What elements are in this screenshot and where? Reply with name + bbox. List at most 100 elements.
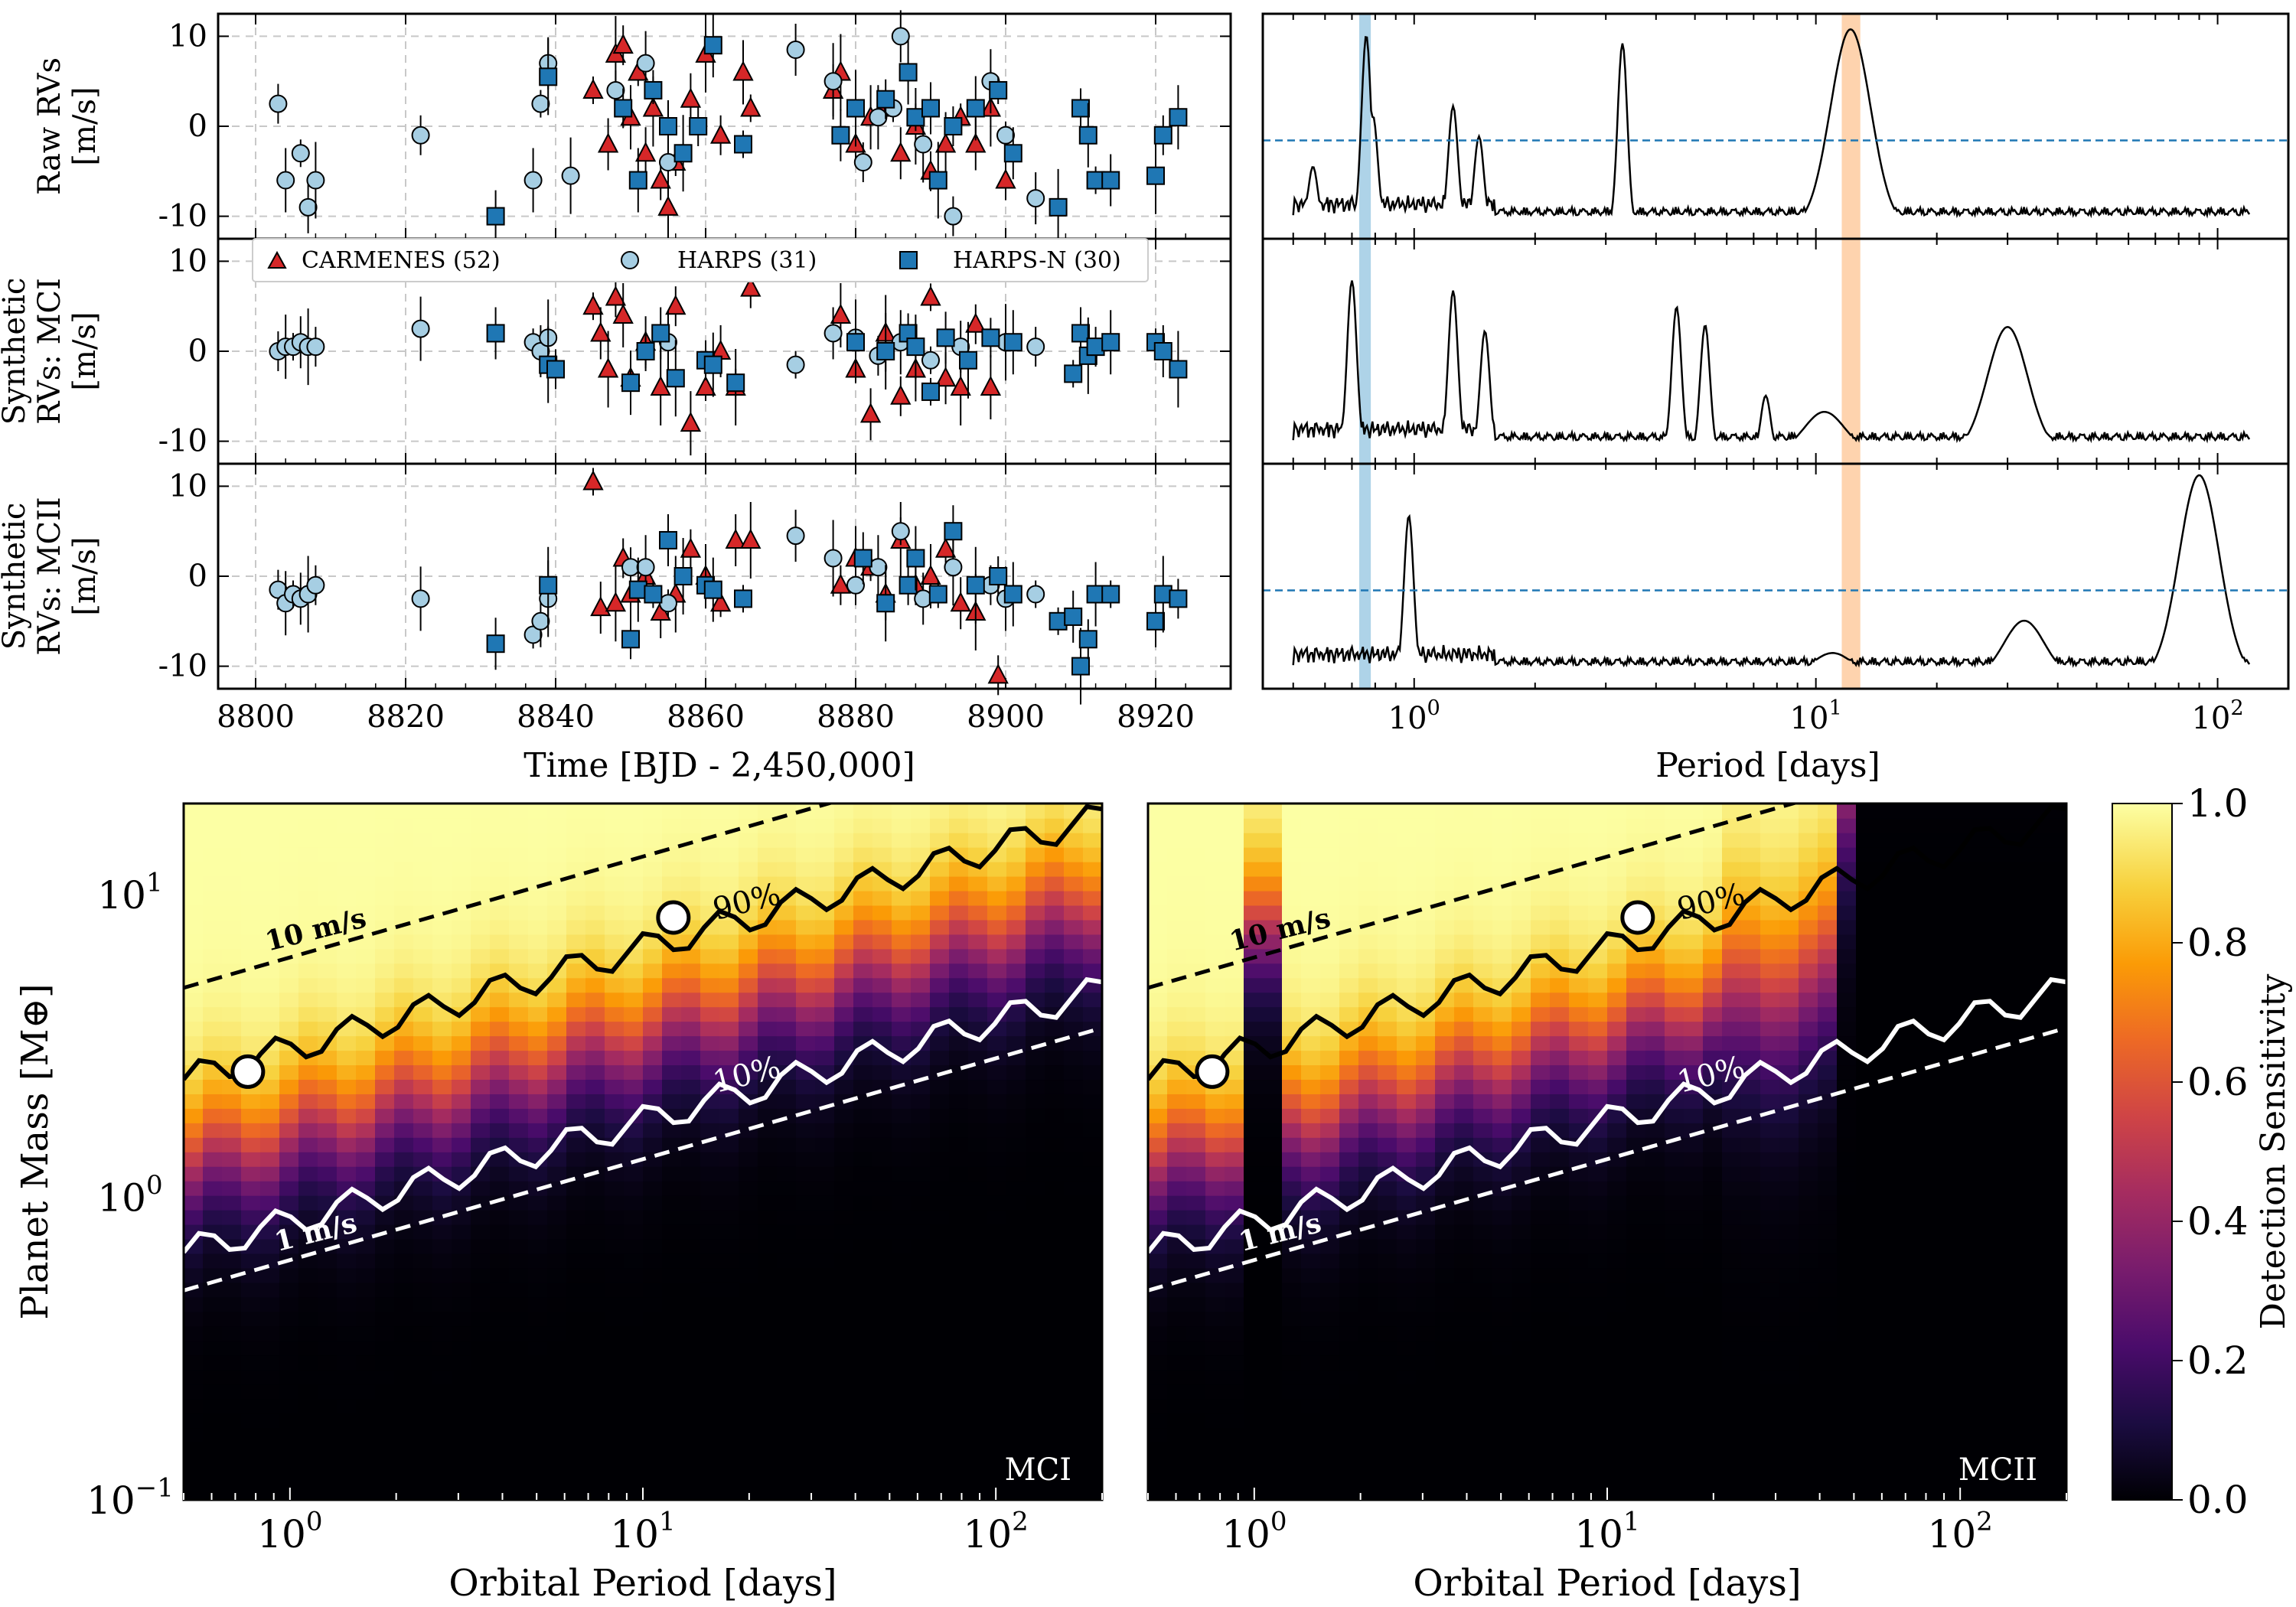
heatmap-cell	[1454, 1311, 1474, 1327]
heatmap-cell	[585, 1152, 605, 1167]
heatmap-cell	[1760, 992, 1780, 1008]
heatmap-cell	[1282, 846, 1302, 862]
heatmap-cell	[1064, 890, 1084, 906]
heatmap-cell	[394, 875, 414, 892]
heatmap-cell	[1045, 1165, 1065, 1182]
heatmap-cell	[260, 948, 280, 964]
heatmap-cell	[853, 890, 873, 906]
heatmap-cell	[1205, 1137, 1225, 1152]
heatmap-cell	[1607, 1253, 1627, 1269]
heatmap-cell	[1378, 1137, 1397, 1152]
heatmap-cell	[1244, 1021, 1264, 1037]
heatmap-cell	[1665, 1282, 1684, 1298]
heatmap-cell	[241, 846, 261, 862]
heatmap-cell	[1569, 1079, 1589, 1094]
heatmap-cell	[1626, 1354, 1646, 1371]
heatmap-cell	[1703, 905, 1723, 921]
heatmap-cell	[1454, 1180, 1474, 1196]
heatmap-cell	[777, 1311, 797, 1327]
heatmap-cell	[834, 934, 854, 950]
heatmap-cell	[1665, 1152, 1684, 1167]
heatmap-cell	[777, 1427, 797, 1442]
heatmap-cell	[1645, 1267, 1665, 1283]
heatmap-cell	[452, 1296, 471, 1312]
heatmap-cell	[356, 1354, 376, 1371]
heatmap-cell	[911, 1413, 931, 1429]
heatmap-cell	[184, 832, 204, 848]
heatmap-cell	[1148, 861, 1168, 877]
heatmap-cell	[930, 1325, 950, 1341]
heatmap-cell	[1358, 1165, 1378, 1182]
heatmap-cell	[719, 977, 739, 993]
heatmap-cell	[1225, 934, 1244, 950]
heatmap-cell	[1397, 1354, 1417, 1371]
heatmap-cell	[1064, 1267, 1084, 1283]
heatmap-cell	[624, 1340, 644, 1356]
heatmap-cell	[758, 1354, 778, 1371]
heatmap-cell	[1282, 1238, 1302, 1254]
heatmap-cell	[1722, 1311, 1742, 1327]
heatmap-cell	[930, 832, 950, 848]
heatmap-cell	[222, 861, 242, 877]
heatmap-cell	[1358, 861, 1378, 877]
heatmap-cell	[528, 1165, 548, 1182]
heatmap-cell	[796, 1224, 816, 1240]
heatmap-cell	[758, 890, 778, 906]
heatmap-cell	[758, 1152, 778, 1167]
heatmap-cell	[1779, 977, 1799, 993]
heatmap-cell	[337, 948, 357, 964]
heatmap-cell	[1512, 1471, 1531, 1486]
heatmap-cell	[1703, 1311, 1723, 1327]
heatmap-cell	[815, 1238, 835, 1254]
heatmap-cell	[1416, 1267, 1436, 1283]
heatmap-cell	[930, 1296, 950, 1312]
heatmap-cell	[1588, 817, 1608, 833]
heatmap-cell	[1550, 1471, 1570, 1486]
heatmap-cell	[490, 934, 510, 950]
heatmap-cell	[1263, 1180, 1283, 1196]
ts-point-harps	[1026, 337, 1045, 357]
heatmap-cell	[987, 1079, 1007, 1094]
heatmap-cell	[777, 804, 797, 819]
heatmap-cell	[777, 1442, 797, 1457]
heatmap-cell	[1186, 1253, 1206, 1269]
heatmap-cell	[1282, 1180, 1302, 1196]
heatmap-cell	[566, 1209, 586, 1225]
heatmap-cell	[1760, 1021, 1780, 1037]
heatmap-cell	[624, 804, 644, 819]
heatmap-cell	[1492, 1050, 1512, 1066]
heatmap-cell	[1531, 1398, 1551, 1414]
heatmap-cell	[1320, 1485, 1340, 1500]
heatmap-cell	[662, 1035, 682, 1051]
heatmap-cell	[318, 948, 338, 964]
heatmap-cell	[1799, 1021, 1818, 1037]
heatmap-cell	[872, 1311, 892, 1327]
heatmap-cell	[1397, 1282, 1417, 1298]
heatmap-cell	[1282, 1064, 1302, 1081]
heatmap-cell	[624, 1152, 644, 1167]
heatmap-cell	[1760, 832, 1780, 848]
heatmap-cell	[1358, 1340, 1378, 1356]
heatmap-cell	[1244, 934, 1264, 950]
heatmap-cell	[681, 861, 701, 877]
heatmap-cell	[681, 1267, 701, 1283]
heatmap-cell	[184, 890, 204, 906]
heatmap-cell	[1435, 1079, 1455, 1094]
heatmap-cell	[719, 1209, 739, 1225]
heatmap-cell	[1006, 1209, 1026, 1225]
heatmap-cell	[1799, 948, 1818, 964]
heatmap-cell	[700, 1064, 720, 1081]
heatmap-cell	[1607, 1325, 1627, 1341]
heatmap-cell	[1263, 992, 1283, 1008]
heatmap-cell	[1473, 1079, 1493, 1094]
heatmap-cell	[432, 1180, 452, 1196]
heatmap-cell	[1779, 992, 1799, 1008]
heatmap-cell	[1492, 1340, 1512, 1356]
heatmap-cell	[528, 1195, 548, 1211]
heatmap-cell	[815, 1123, 835, 1138]
heatmap-cell	[1550, 890, 1570, 906]
heatmap-cell	[585, 1340, 605, 1356]
heatmap-cell	[566, 1079, 586, 1094]
heatmap-cell	[777, 1035, 797, 1051]
heatmap-cell	[739, 875, 758, 892]
